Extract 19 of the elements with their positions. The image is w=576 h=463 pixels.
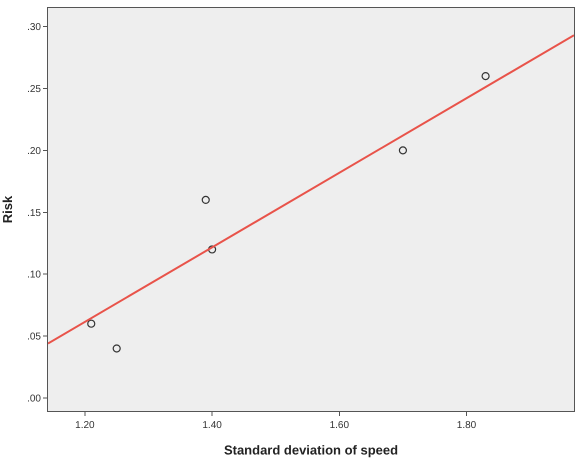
point [202,196,210,204]
y-tick-label: .30 [27,22,42,34]
point [208,245,216,254]
y-tick-label: .05 [27,332,42,343]
point [87,320,96,328]
x-tick-label: 1.80 [456,420,477,431]
x-tick-label: 1.40 [202,420,222,431]
x-axis-title: Standard deviation of speed [224,442,398,458]
point [398,146,408,154]
y-tick-label: .20 [27,146,42,157]
y-tick-label: .10 [27,270,42,281]
y-tick-label: .00 [27,394,42,404]
y-tick-label: .25 [27,84,42,95]
point [112,344,121,353]
y-tick-label: .15 [27,208,42,219]
point [481,72,490,80]
x-tick-label: 1.60 [330,420,350,431]
y-axis-title: Risk [0,195,15,224]
x-tick-label: 1.20 [75,420,96,431]
